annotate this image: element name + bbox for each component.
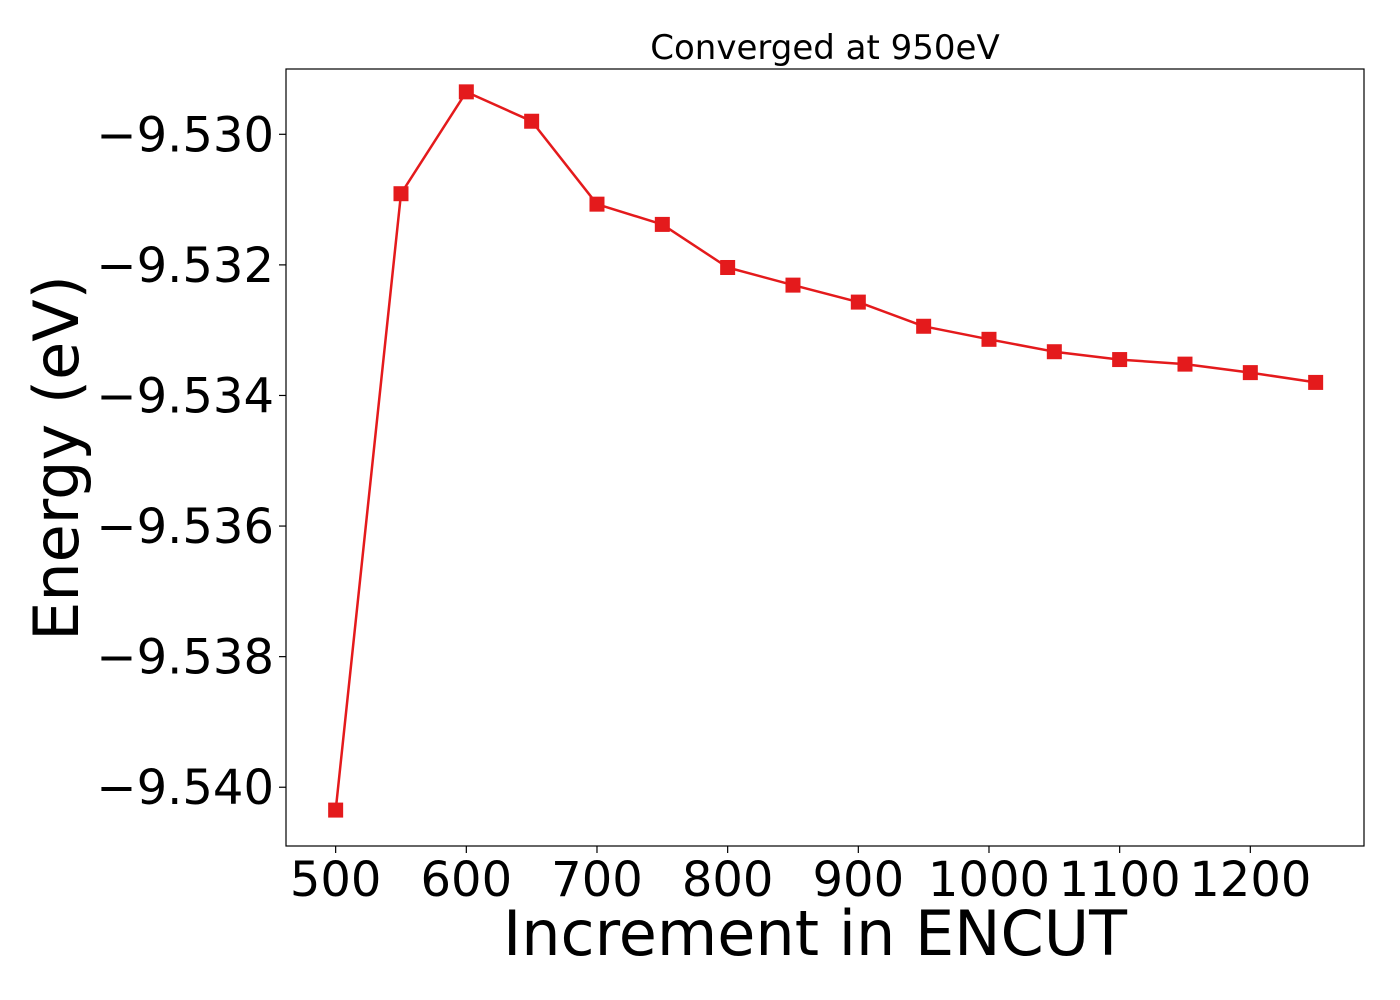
y-tick-label: −9.538 bbox=[96, 630, 274, 686]
data-point-marker bbox=[916, 318, 932, 334]
series-layer bbox=[328, 84, 1324, 818]
y-tick-label: −9.540 bbox=[96, 760, 274, 816]
data-point-marker bbox=[1177, 356, 1193, 372]
x-tick-label: 900 bbox=[813, 852, 905, 908]
x-tick-label: 500 bbox=[290, 852, 382, 908]
y-axis-ticks: −9.530 −9.532 −9.534 −9.536 −9.538 −9.540 bbox=[96, 107, 286, 816]
y-tick-label: −9.536 bbox=[96, 499, 274, 555]
x-tick-label: 1100 bbox=[1059, 852, 1181, 908]
x-axis-ticks: 500 600 700 800 900 1000 1100 1200 bbox=[290, 846, 1311, 908]
chart-title: Converged at 950eV bbox=[650, 28, 999, 68]
x-tick-label: 700 bbox=[551, 852, 643, 908]
data-point-marker bbox=[720, 259, 736, 275]
y-tick-label: −9.532 bbox=[96, 238, 274, 294]
data-point-marker bbox=[328, 802, 344, 818]
series-line bbox=[334, 90, 1316, 811]
data-point-marker bbox=[654, 216, 670, 232]
data-point-marker bbox=[981, 331, 997, 347]
data-point-marker bbox=[785, 277, 801, 293]
data-point-marker bbox=[1046, 344, 1062, 360]
data-point-marker bbox=[850, 294, 866, 310]
data-point-marker bbox=[393, 186, 409, 202]
data-point-marker bbox=[1112, 352, 1128, 368]
data-point-marker bbox=[1308, 374, 1324, 390]
data-point-marker bbox=[1242, 365, 1258, 381]
data-point-marker bbox=[458, 84, 474, 100]
data-point-marker bbox=[589, 196, 605, 212]
x-axis-label: Increment in ENCUT bbox=[503, 897, 1128, 970]
y-axis-label: Energy (eV) bbox=[20, 275, 93, 641]
y-tick-label: −9.534 bbox=[96, 368, 274, 424]
data-point-marker bbox=[524, 113, 540, 129]
axes-frame bbox=[285, 68, 1365, 847]
x-tick-label: 800 bbox=[682, 852, 774, 908]
y-tick-label: −9.530 bbox=[96, 107, 274, 163]
x-tick-label: 600 bbox=[421, 852, 513, 908]
plot-area: 500 600 700 800 900 1000 1100 1200 −9.530 −9.532… bbox=[96, 68, 1365, 908]
x-tick-label: 1200 bbox=[1189, 852, 1311, 908]
x-tick-label: 1000 bbox=[928, 852, 1050, 908]
